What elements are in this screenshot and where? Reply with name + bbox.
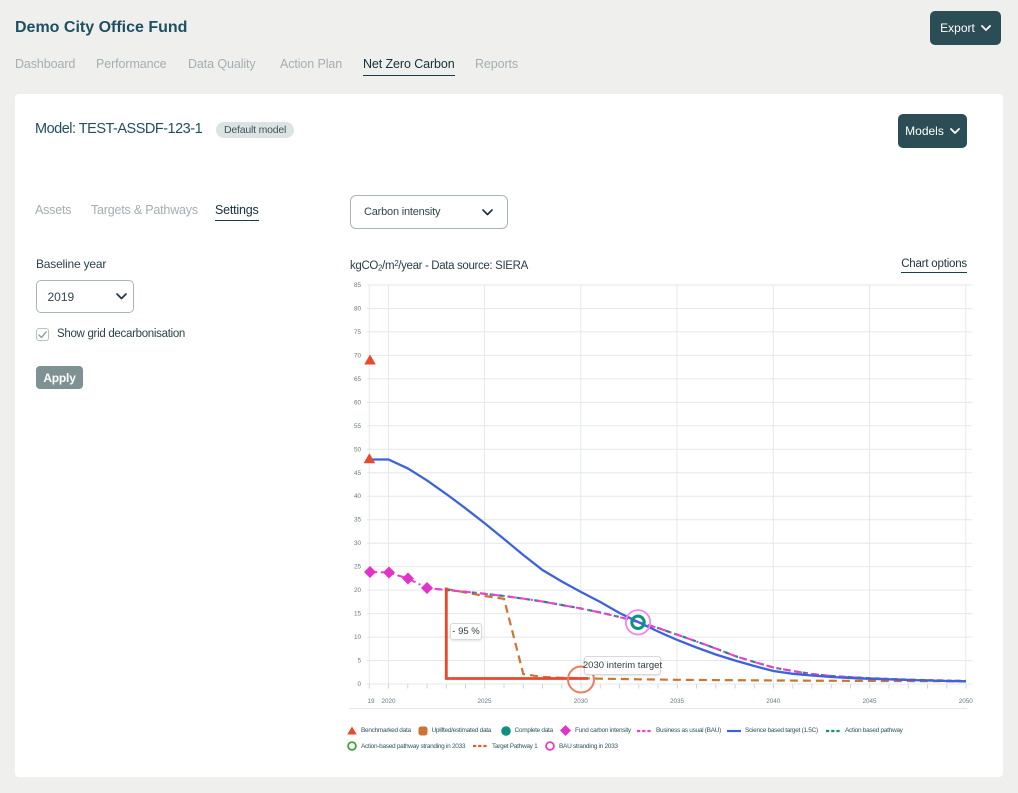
- svg-text:75: 75: [354, 329, 362, 336]
- svg-text:50: 50: [354, 446, 362, 453]
- svg-text:20: 20: [354, 587, 362, 594]
- svg-text:15: 15: [354, 611, 362, 618]
- svg-text:2040: 2040: [766, 698, 781, 705]
- svg-text:5: 5: [357, 658, 361, 665]
- svg-text:2035: 2035: [670, 698, 685, 705]
- svg-text:2045: 2045: [862, 698, 877, 705]
- svg-text:19: 19: [367, 698, 375, 705]
- svg-text:2025: 2025: [477, 698, 492, 705]
- svg-text:35: 35: [354, 517, 362, 524]
- svg-text:55: 55: [354, 423, 362, 430]
- svg-text:0: 0: [357, 681, 361, 688]
- svg-text:2020: 2020: [381, 698, 396, 705]
- svg-text:85: 85: [354, 282, 362, 289]
- svg-text:30: 30: [354, 540, 362, 547]
- svg-text:2030: 2030: [574, 698, 589, 705]
- svg-text:2050: 2050: [959, 698, 974, 705]
- svg-text:40: 40: [354, 493, 362, 500]
- svg-text:70: 70: [354, 352, 362, 359]
- svg-text:45: 45: [354, 470, 362, 477]
- svg-text:80: 80: [354, 306, 362, 313]
- svg-text:65: 65: [354, 376, 362, 383]
- svg-text:10: 10: [354, 634, 362, 641]
- svg-text:25: 25: [354, 564, 362, 571]
- svg-text:60: 60: [354, 399, 362, 406]
